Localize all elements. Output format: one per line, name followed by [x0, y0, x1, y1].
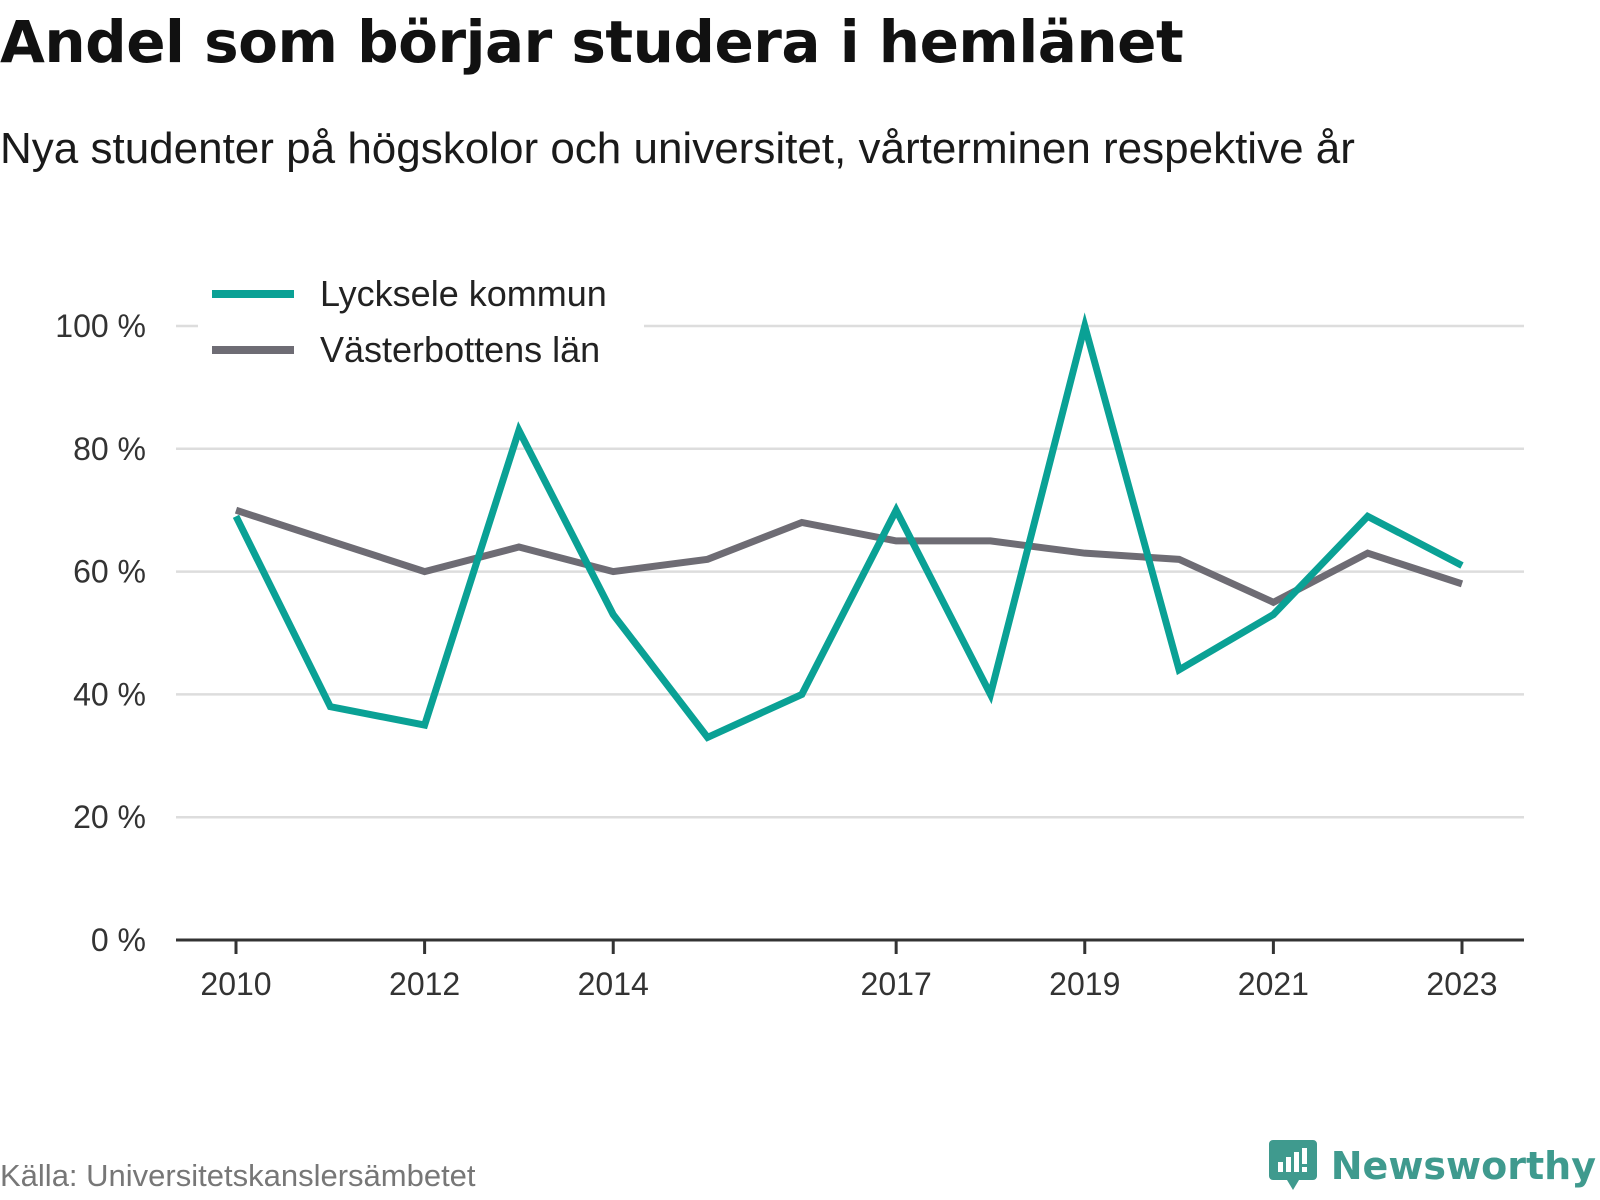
series-line-vasterbotten [234, 506, 1464, 607]
x-tick-label: 2014 [578, 966, 649, 1002]
chart-title: Andel som börjar studera i hemlänet [0, 8, 1184, 76]
x-tick-label: 2017 [861, 966, 932, 1002]
x-tick-label: 2012 [389, 966, 460, 1002]
chart-subtitle: Nya studenter på högskolor och universit… [0, 124, 1355, 173]
brand-name: Newsworthy [1330, 1144, 1596, 1188]
newsworthy-logo: Newsworthy [1268, 1140, 1596, 1192]
x-tick-label: 2023 [1426, 966, 1497, 1002]
y-tick-label: 0 % [91, 922, 146, 958]
y-tick-label: 100 % [55, 308, 146, 344]
x-tick-label: 2021 [1238, 966, 1309, 1002]
legend-label: Västerbottens län [320, 329, 600, 370]
y-tick-label: 20 % [73, 799, 146, 835]
y-tick-label: 40 % [73, 676, 146, 712]
y-tick-label: 60 % [73, 554, 146, 590]
legend-background [198, 262, 644, 380]
legend-label: Lycksele kommun [320, 273, 607, 314]
x-tick-label: 2019 [1049, 966, 1120, 1002]
source-note: Källa: Universitetskanslersämbetet [0, 1158, 476, 1193]
series-line-lycksele [232, 312, 1464, 742]
newsworthy-logo-icon [1268, 1140, 1317, 1190]
y-tick-label: 80 % [73, 431, 146, 467]
x-tick-label: 2010 [200, 966, 271, 1002]
